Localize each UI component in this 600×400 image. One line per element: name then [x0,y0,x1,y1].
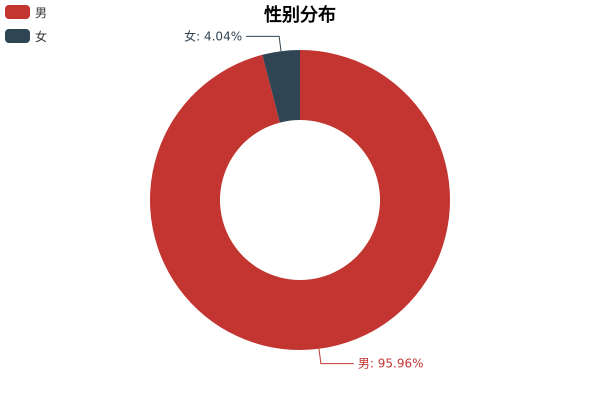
slice-label-1: 女: 4.04% [184,28,242,43]
slice-labels: 男: 95.96% 女: 4.04% [184,28,423,370]
slice-0[interactable] [150,50,451,351]
legend-swatch [5,5,30,19]
legend-item-1[interactable]: 女 [5,29,47,44]
slice-1[interactable] [262,50,300,123]
legend-swatch [5,29,30,43]
legend-label: 女 [35,29,47,44]
donut [150,50,451,351]
chart-title: 性别分布 [264,4,336,26]
legend-label: 男 [35,6,47,20]
slice-label-0: 男: 95.96% [358,357,424,371]
label-line-1 [246,35,282,52]
legend: 男女 [5,5,47,44]
label-line-0 [318,348,354,365]
legend-item-0[interactable]: 男 [5,5,47,20]
